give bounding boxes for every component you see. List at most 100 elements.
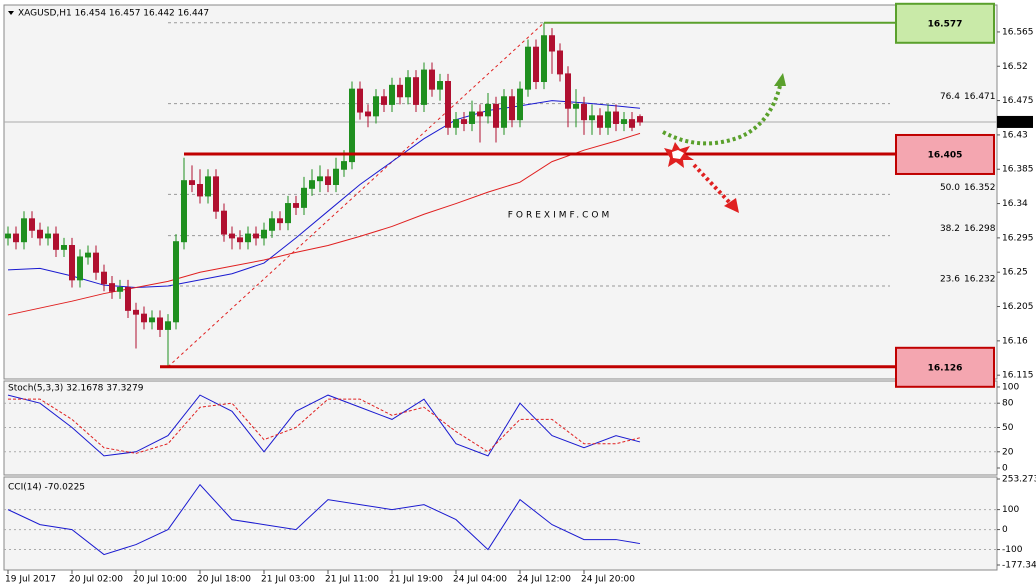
level-box <box>895 346 995 388</box>
candle-body <box>437 81 443 90</box>
candle-body <box>453 119 459 128</box>
cci-panel <box>3 476 998 571</box>
candle-body <box>277 218 283 224</box>
candle-body <box>325 176 331 185</box>
candle-body <box>245 233 251 243</box>
candle-body <box>605 111 611 128</box>
y-tick-label: 20 <box>1002 447 1014 457</box>
x-tick-label: 24 Jul 20:00 <box>581 575 635 585</box>
fib-level: 38.2 <box>940 224 960 234</box>
candle-body <box>341 161 347 170</box>
candle-body <box>389 84 395 105</box>
candle-body <box>261 229 267 239</box>
candle-body <box>85 252 91 258</box>
menu-triangle <box>8 11 14 15</box>
candle-body <box>269 218 275 231</box>
x-tick-label: 24 Jul 04:00 <box>453 575 507 585</box>
level-label: 16.126 <box>928 363 963 373</box>
candle-body <box>525 46 531 90</box>
candle-body <box>141 313 147 323</box>
candle-body <box>293 203 299 208</box>
candle-body <box>37 229 43 239</box>
candle-body <box>621 119 627 124</box>
y-tick-label: 16.115 <box>1002 371 1034 381</box>
x-tick-label: 24 Jul 12:00 <box>517 575 571 585</box>
candle-body <box>133 309 139 315</box>
y-tick-label: -177.341 <box>1002 561 1036 571</box>
candle-body <box>365 111 371 117</box>
candle-body <box>61 245 67 250</box>
candle-body <box>189 180 195 185</box>
candle-body <box>517 88 523 121</box>
candle-body <box>533 46 539 83</box>
candle-body <box>509 96 515 121</box>
y-tick-label: -100 <box>1002 545 1023 555</box>
candle-body <box>197 183 203 197</box>
down-arrow-head <box>724 198 739 213</box>
fib-level: 50.0 <box>940 183 960 193</box>
candle-body <box>93 252 99 273</box>
candle-body <box>125 286 131 311</box>
level-label: 16.405 <box>928 150 963 160</box>
candle-body <box>357 88 363 113</box>
up-arrow <box>662 85 782 146</box>
candle-body <box>381 96 387 105</box>
y-tick-label: 16.52 <box>1002 62 1028 72</box>
candle-body <box>157 317 163 330</box>
candle-body <box>149 317 155 323</box>
candle-body <box>221 210 227 235</box>
indicator-line <box>7 394 641 457</box>
y-tick-label: 0 <box>1002 525 1008 535</box>
x-tick-label: 20 Jul 18:00 <box>197 575 251 585</box>
candle-body <box>21 218 27 243</box>
indicator-line <box>8 398 641 454</box>
level-box <box>895 2 995 44</box>
candle-body <box>173 241 179 323</box>
fib-value: 16.471 <box>964 92 996 102</box>
y-tick-label: 100 <box>1002 383 1019 393</box>
candle-body <box>349 88 355 163</box>
candle-body <box>165 321 171 330</box>
candle-body <box>181 180 187 243</box>
fib-value: 16.298 <box>964 224 996 234</box>
candle-body <box>613 111 619 124</box>
x-tick-label: 21 Jul 19:00 <box>389 575 443 585</box>
candle-body <box>69 245 75 281</box>
down-arrow <box>692 163 732 205</box>
candle-body <box>301 187 307 208</box>
candle-body <box>317 176 323 182</box>
y-tick-label: 253.2736 <box>1002 475 1036 485</box>
candle-body <box>109 283 115 292</box>
y-tick-label: 16.25 <box>1002 268 1028 278</box>
fib-value: 16.232 <box>964 274 996 284</box>
candle-body <box>397 84 403 98</box>
candle-body <box>333 168 339 185</box>
candle-body <box>445 81 451 128</box>
candle-body <box>477 111 483 117</box>
last-price-tag <box>997 115 1033 128</box>
candle-body <box>461 119 467 124</box>
candle-body <box>13 233 19 243</box>
candle-body <box>581 103 587 121</box>
candle-body <box>5 233 11 239</box>
fib-value: 16.352 <box>964 183 996 193</box>
x-tick-label: 21 Jul 11:00 <box>325 575 379 585</box>
candle-body <box>77 256 83 281</box>
panel-title: CCI(14) -70.0225 <box>8 483 85 493</box>
chart-title: XAGUSD,H1 16.454 16.457 16.442 16.447 <box>18 9 209 19</box>
candle-body <box>493 103 499 128</box>
candle-body <box>29 218 35 231</box>
last-price-label: 16.447 <box>999 117 1031 127</box>
candle-body <box>549 35 555 52</box>
candle-body <box>485 103 491 117</box>
y-tick-label: 16.34 <box>1002 199 1028 209</box>
candle-body <box>573 103 579 109</box>
up-arrow-head <box>774 73 786 86</box>
y-tick-label: 16.295 <box>1002 233 1034 243</box>
x-tick-label: 21 Jul 03:00 <box>261 575 315 585</box>
price-panel <box>3 4 998 380</box>
y-tick-label: 80 <box>1002 399 1014 409</box>
candle-body <box>205 176 211 197</box>
y-tick-label: 100 <box>1002 505 1019 515</box>
